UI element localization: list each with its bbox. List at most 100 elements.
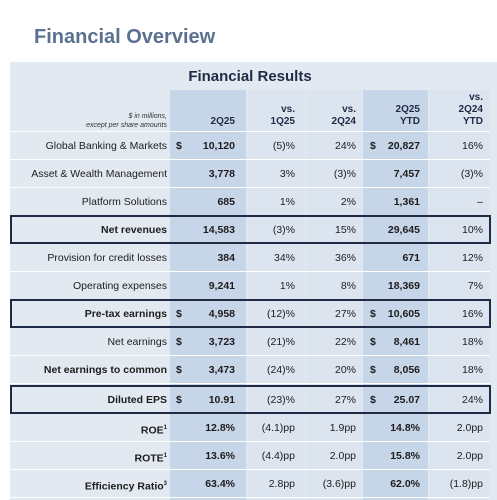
value: 10.91 <box>208 394 235 406</box>
value: 14.8% <box>390 422 420 434</box>
label-text: Pre-tax earnings <box>84 308 167 320</box>
value: 16% <box>461 140 483 152</box>
value: (3)% <box>272 224 295 236</box>
label-text: Platform Solutions <box>81 196 167 208</box>
column-band <box>429 90 490 500</box>
value: 14,583 <box>202 224 235 236</box>
row-separator <box>10 271 490 272</box>
column-band <box>247 90 305 500</box>
currency: $ <box>176 140 182 152</box>
label-text: Asset & Wealth Management <box>31 168 167 180</box>
value: 671 <box>402 252 420 264</box>
label-text: Provision for credit losses <box>47 252 167 264</box>
row-separator <box>10 497 490 498</box>
page-title: Financial Overview <box>34 26 216 48</box>
value: (5)% <box>272 140 295 152</box>
value: 1,361 <box>393 196 420 208</box>
value: 12.8% <box>205 422 235 434</box>
footnote: 3 <box>163 481 167 487</box>
label-text: Global Banking & Markets <box>45 140 167 152</box>
value: 2.8pp <box>268 478 295 490</box>
value: 8,461 <box>393 336 420 348</box>
label-text: Efficiency Ratio <box>84 480 164 493</box>
column-band <box>170 90 246 500</box>
footnote: 1 <box>163 453 167 459</box>
value: 9,241 <box>208 280 235 292</box>
highlight-box <box>10 299 491 328</box>
row-label: Global Banking & Markets <box>10 140 167 152</box>
value: 685 <box>217 196 235 208</box>
row-label: Net revenues <box>10 224 167 236</box>
currency: $ <box>370 394 376 406</box>
column-band <box>363 90 428 500</box>
row-separator <box>10 131 490 132</box>
column-header: vs. 2Q24 YTD <box>458 92 483 127</box>
value: 20% <box>334 364 356 376</box>
label-text: Net earnings to common <box>43 364 167 376</box>
currency: $ <box>176 308 182 320</box>
label-text: Net earnings <box>107 336 167 348</box>
value: 18% <box>461 336 483 348</box>
value: 384 <box>217 252 235 264</box>
row-separator <box>10 355 490 356</box>
footnote: 1 <box>163 425 167 431</box>
column-header: 2Q25 YTD <box>395 104 420 127</box>
value: 13.6% <box>205 450 235 462</box>
row-separator <box>10 441 490 442</box>
row-label: Net earnings to common <box>10 364 167 376</box>
row-separator <box>10 159 490 160</box>
value: 1.9pp <box>329 422 356 434</box>
value: (21)% <box>266 336 295 348</box>
label-text: ROE <box>140 424 164 437</box>
row-label: Efficiency Ratio3 <box>10 478 167 493</box>
value: 2.0pp <box>456 450 483 462</box>
label-text: ROTE <box>134 452 164 465</box>
value: 10% <box>461 224 483 236</box>
currency: $ <box>176 364 182 376</box>
value: (23)% <box>266 394 295 406</box>
row-label: Net earnings <box>10 336 167 348</box>
value: 4,958 <box>208 308 235 320</box>
value: (24)% <box>266 364 295 376</box>
value: 2.0pp <box>456 422 483 434</box>
value: 7,457 <box>393 168 420 180</box>
value: 20,827 <box>387 140 420 152</box>
value: 2.0pp <box>329 450 356 462</box>
value: 12% <box>461 252 483 264</box>
row-label: Diluted EPS <box>10 394 167 406</box>
value: (3.6)pp <box>322 478 356 490</box>
value: 1% <box>279 196 295 208</box>
units-note: $ in millions, except per share amounts <box>86 113 167 129</box>
value: 3,778 <box>208 168 235 180</box>
value: 29,645 <box>387 224 420 236</box>
currency: $ <box>370 364 376 376</box>
row-label: Provision for credit losses <box>10 252 167 264</box>
value: 25.07 <box>393 394 420 406</box>
value: 24% <box>461 394 483 406</box>
value: 27% <box>334 394 356 406</box>
row-label: Asset & Wealth Management <box>10 168 167 180</box>
highlight-box <box>10 385 491 414</box>
column-band <box>306 90 362 500</box>
currency: $ <box>176 394 182 406</box>
row-separator <box>10 469 490 470</box>
value: 18% <box>461 364 483 376</box>
row-label: Platform Solutions <box>10 196 167 208</box>
column-header: vs. 1Q25 <box>270 104 295 127</box>
value: 62.0% <box>390 478 420 490</box>
currency: $ <box>370 336 376 348</box>
value: (4.1)pp <box>261 422 295 434</box>
label-text: Net revenues <box>101 224 167 236</box>
value: 8,056 <box>393 364 420 376</box>
currency: $ <box>370 308 376 320</box>
value: 10,605 <box>387 308 420 320</box>
value: – <box>477 196 483 208</box>
value: 27% <box>334 308 356 320</box>
currency: $ <box>370 140 376 152</box>
value: 22% <box>334 336 356 348</box>
column-header: vs. 2Q24 <box>331 104 356 127</box>
value: (1.8)pp <box>449 478 483 490</box>
value: 10,120 <box>202 140 235 152</box>
value: 2% <box>340 196 356 208</box>
